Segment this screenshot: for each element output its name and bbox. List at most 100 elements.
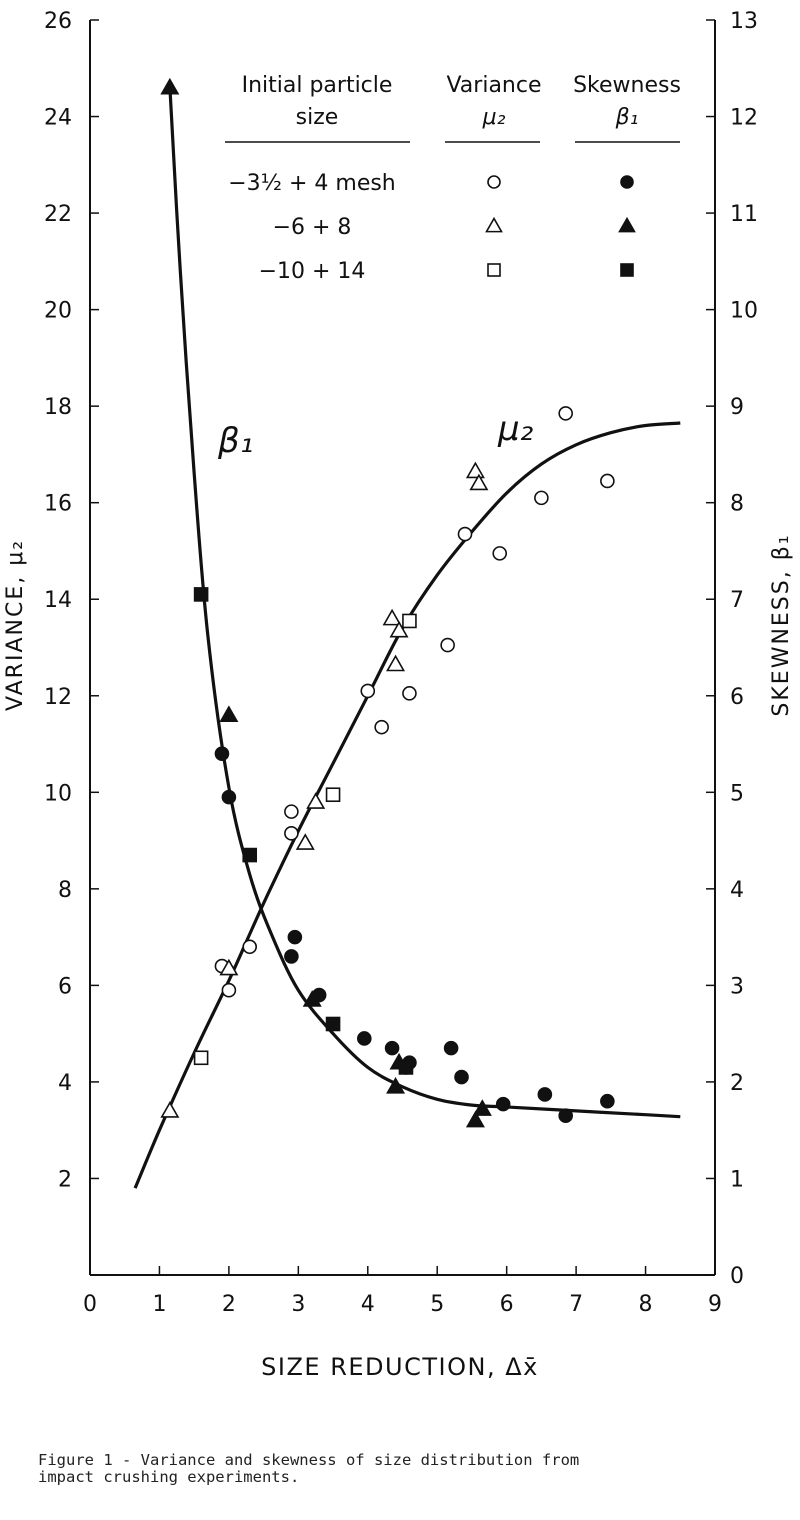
variance-circle-point — [534, 490, 549, 506]
axes — [89, 20, 716, 1276]
y-left-tick-label: 18 — [44, 395, 72, 420]
y-left-tick-label: 12 — [44, 685, 72, 710]
legend-col-subheader: size — [296, 105, 339, 130]
y-right-tick-label: 2 — [730, 1071, 744, 1096]
tick-group: 0 1 2 3 4 5 6 7 8 9246810121416182022242601234567… — [44, 9, 758, 1317]
legend-col-header: Initial particle — [242, 73, 393, 98]
variance-triangle-point — [465, 461, 485, 479]
x-tick-label: 4 — [361, 1292, 375, 1317]
skewness-circle-point — [357, 1031, 372, 1046]
variance-triangle-point — [382, 608, 402, 626]
skewness-square-point — [398, 1060, 414, 1075]
fitted-curves — [133, 87, 681, 1189]
legend-col-header: Skewness — [573, 73, 681, 98]
legend-variance-marker — [485, 216, 503, 233]
y-left-tick-label: 8 — [58, 878, 72, 903]
variance-circle-point — [457, 526, 473, 542]
y-right-tick-label: 6 — [730, 685, 744, 710]
skewness-circle-point — [384, 1040, 400, 1056]
legend-row-label: −10 + 14 — [259, 259, 366, 284]
y-right-tick-label: 9 — [730, 395, 744, 420]
skewness-circle-point — [214, 746, 230, 761]
legend-skewness-marker — [618, 216, 636, 233]
variance-circle-point — [221, 982, 237, 998]
legend-skewness-marker — [620, 175, 634, 189]
variance-triangle-point — [160, 1101, 180, 1118]
variance-square-point — [325, 787, 341, 803]
skewness-circle-point — [537, 1087, 553, 1102]
legend-skewness-marker — [620, 263, 634, 277]
x-tick-label: 9 — [708, 1292, 722, 1317]
skewness-circle-point — [600, 1093, 615, 1109]
skewness-triangle-point — [472, 1099, 492, 1116]
y-left-tick-label: 16 — [44, 492, 72, 517]
skewness-circle-point — [221, 789, 237, 805]
legend-col-header: Variance — [446, 73, 541, 98]
skewness-circle-point — [443, 1040, 459, 1056]
skewness-triangle-point — [386, 1077, 406, 1094]
beta1-curve-label: β₁ — [217, 421, 253, 461]
x-tick-label: 3 — [291, 1292, 305, 1317]
x-axis-title: SIZE REDUCTION, Δx̄ — [261, 1353, 539, 1381]
variance-triangle-point — [389, 620, 409, 638]
x-tick-label: 2 — [222, 1292, 236, 1317]
y-left-tick-label: 10 — [44, 781, 72, 806]
variance-circle-point — [600, 473, 615, 489]
variance-circle-point — [440, 637, 455, 653]
skewness-square-point — [193, 587, 209, 602]
y-left-tick-label: 2 — [58, 1167, 72, 1192]
y-left-tick-label: 14 — [44, 588, 72, 613]
chart: 0 1 2 3 4 5 6 7 8 9246810121416182022242601234567… — [3, 9, 794, 1381]
variance-circle-point — [284, 826, 299, 841]
y-right-tick-label: 3 — [730, 974, 744, 999]
y-left-axis-title: VARIANCE, μ₂ — [3, 539, 28, 711]
y-left-tick-label: 4 — [58, 1071, 72, 1096]
y-right-tick-label: 13 — [730, 9, 758, 34]
beta1-fitted-curve — [168, 87, 681, 1119]
variance-triangle-point — [219, 958, 239, 976]
y-right-tick-label: 12 — [730, 106, 758, 131]
legend-variance-marker — [487, 175, 501, 189]
skewness-circle-point — [284, 949, 299, 964]
x-tick-label: 7 — [569, 1292, 583, 1317]
legend-row-label: −6 + 8 — [273, 215, 352, 240]
skewness-triangle-point — [219, 705, 239, 722]
skewness-circle-point — [454, 1069, 469, 1085]
skewness-square-point — [242, 847, 258, 863]
skewness-circle-point — [495, 1096, 511, 1112]
x-tick-label: 0 — [83, 1292, 97, 1317]
skewness-square-point — [325, 1016, 341, 1032]
y-right-tick-label: 7 — [730, 588, 744, 613]
y-left-tick-label: 6 — [58, 974, 72, 999]
y-right-tick-label: 10 — [730, 299, 758, 324]
variance-circle-point — [284, 804, 299, 819]
y-right-tick-label: 1 — [730, 1167, 744, 1192]
variance-circle-point — [558, 406, 573, 421]
y-right-tick-label: 8 — [730, 492, 744, 517]
x-tick-label: 1 — [152, 1292, 166, 1317]
y-left-tick-label: 24 — [44, 106, 72, 131]
legend: Initial particle size Variance μ₂ Skewness β₁… — [225, 73, 681, 284]
y-left-tick-label: 26 — [44, 9, 72, 34]
variance-circle-point — [402, 686, 417, 701]
figure-caption: Figure 1 - Variance and skewness of size… — [38, 1451, 580, 1486]
y-right-axis-title: SKEWNESS, β₁ — [769, 533, 794, 716]
x-tick-label: 5 — [430, 1292, 444, 1317]
variance-circle-point — [492, 546, 508, 561]
y-right-tick-label: 11 — [730, 202, 758, 227]
variance-triangle-point — [386, 654, 406, 672]
variance-circle-point — [360, 683, 376, 699]
variance-triangle-point — [306, 792, 326, 809]
y-left-tick-label: 22 — [44, 202, 72, 227]
y-right-tick-label: 5 — [730, 781, 744, 806]
x-tick-label: 8 — [639, 1292, 653, 1317]
variance-triangle-point — [295, 833, 315, 850]
mu2-curve-label: μ₂ — [497, 409, 534, 449]
skewness-circle-point — [558, 1108, 573, 1124]
skewness-circle-point — [287, 929, 303, 945]
legend-col-subheader: β₁ — [615, 105, 639, 130]
legend-col-subheader: μ₂ — [482, 105, 506, 130]
y-right-tick-label: 0 — [730, 1264, 744, 1289]
skewness-triangle-point — [302, 990, 322, 1007]
skewness-triangle-point — [160, 77, 180, 95]
